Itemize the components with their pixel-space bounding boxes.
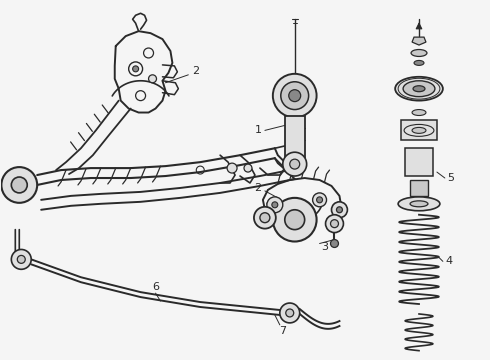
Circle shape (289, 90, 301, 102)
Circle shape (272, 202, 278, 208)
Text: 2: 2 (192, 66, 199, 76)
Circle shape (286, 309, 294, 317)
Circle shape (273, 198, 317, 242)
Circle shape (227, 163, 237, 173)
Circle shape (331, 239, 339, 247)
Circle shape (313, 193, 326, 207)
Bar (410, 180, 428, 196)
Ellipse shape (414, 60, 424, 66)
Circle shape (337, 207, 343, 213)
Circle shape (11, 177, 27, 193)
Text: 2: 2 (254, 183, 262, 193)
Text: 7: 7 (279, 326, 286, 336)
Ellipse shape (412, 127, 426, 133)
Circle shape (332, 202, 347, 218)
Ellipse shape (411, 50, 427, 57)
Circle shape (281, 82, 309, 109)
Circle shape (17, 255, 25, 264)
Circle shape (273, 74, 317, 117)
Ellipse shape (395, 77, 443, 100)
Circle shape (11, 249, 31, 269)
Circle shape (325, 215, 343, 233)
Circle shape (290, 159, 300, 169)
Circle shape (148, 75, 156, 83)
Circle shape (133, 66, 139, 72)
Text: 1: 1 (254, 125, 262, 135)
Circle shape (260, 213, 270, 223)
Ellipse shape (403, 81, 435, 96)
Text: 3: 3 (321, 243, 328, 252)
Circle shape (244, 164, 252, 172)
Ellipse shape (410, 201, 428, 207)
Text: 4: 4 (445, 256, 452, 266)
Circle shape (283, 152, 307, 176)
Bar (285, 116, 305, 160)
Circle shape (267, 197, 283, 213)
Ellipse shape (413, 86, 425, 92)
Circle shape (317, 197, 322, 203)
Circle shape (254, 207, 276, 229)
Ellipse shape (412, 109, 426, 116)
Polygon shape (412, 37, 426, 45)
Text: 6: 6 (152, 282, 159, 292)
Circle shape (280, 303, 300, 323)
Circle shape (285, 210, 305, 230)
Circle shape (1, 167, 37, 203)
Bar (405, 148, 433, 176)
Ellipse shape (398, 197, 440, 211)
Text: 5: 5 (447, 173, 454, 183)
Circle shape (331, 220, 339, 228)
Bar (401, 121, 437, 140)
